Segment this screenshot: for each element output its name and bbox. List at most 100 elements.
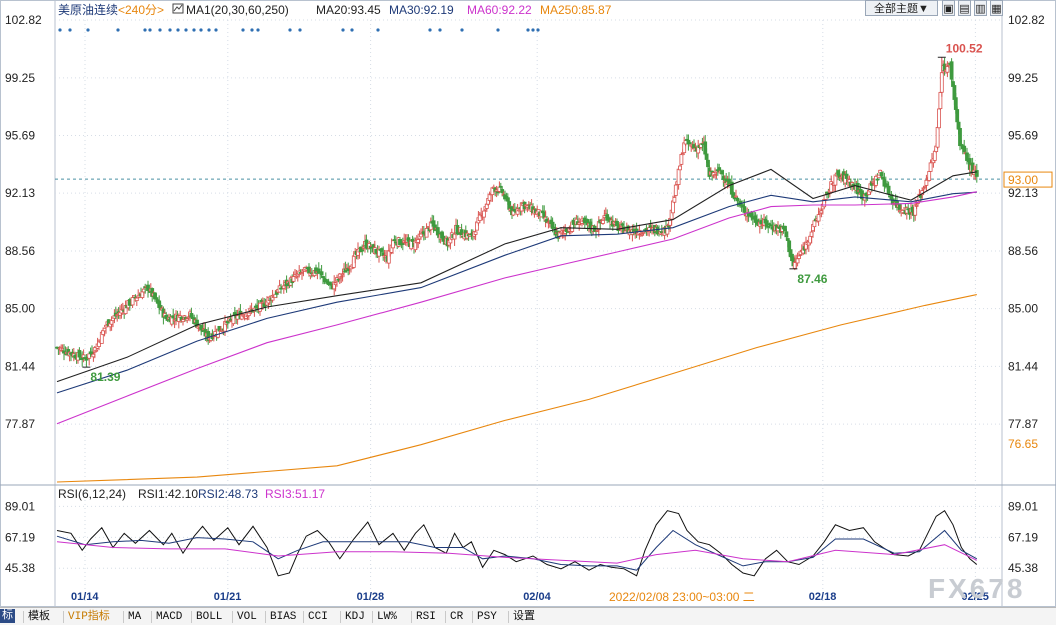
candle-body <box>601 219 605 224</box>
rsi-tick-left: 89.01 <box>5 499 35 513</box>
signal-dot <box>350 28 354 32</box>
candle-body <box>955 109 960 123</box>
candle-body <box>94 349 99 352</box>
window-button-4[interactable]: ▦ <box>990 0 1003 16</box>
signal-dot <box>143 28 147 32</box>
watermark: FX678 <box>928 573 1026 604</box>
price-tick-right: 99.25 <box>1008 71 1038 85</box>
x-tick-label: 02/25 <box>961 591 989 603</box>
candle-body <box>886 185 891 195</box>
candle-body <box>735 197 740 202</box>
signal-dot <box>168 28 172 32</box>
candle-body <box>678 165 682 171</box>
candle-body <box>672 197 677 203</box>
candle-body <box>482 210 486 218</box>
price-tick-left: 92.13 <box>5 186 35 200</box>
window-button-2[interactable]: ▤ <box>958 0 971 16</box>
price-chart[interactable]: 102.82 102.82 99.25 99.25 95.69 95.69 92.13 92.… <box>0 0 1056 607</box>
indicator-tab[interactable]: PSY <box>477 611 497 623</box>
ma-line-ma30 <box>56 191 977 394</box>
candle-body <box>921 187 926 190</box>
signal-dot <box>428 28 432 32</box>
rsi-line-rsi3 <box>56 541 978 564</box>
indicator-tab[interactable]: RSI <box>416 611 436 623</box>
candle-body <box>182 315 187 318</box>
indicator-tab[interactable]: BOLL <box>196 611 223 623</box>
candle-body <box>706 159 710 168</box>
x-tick-label: 01/14 <box>71 591 99 603</box>
signal-dot <box>288 28 292 32</box>
rsi-legend-item-0: RSI(6,12,24) <box>58 487 126 501</box>
candle-body <box>424 228 429 238</box>
signal-dot <box>531 28 535 32</box>
signal-dot <box>214 28 218 32</box>
indicator-tab-bar: 标 模板 VIP指标 MA MACD BOLL VOL BIAS CCI KDJ LW% RSI CR P… <box>0 607 1056 625</box>
window-button-3[interactable]: ▥ <box>974 0 987 16</box>
tab-separator <box>191 611 192 623</box>
rsi-tick-right: 89.01 <box>1008 499 1038 513</box>
signal-dot <box>460 28 464 32</box>
candle-body <box>742 206 747 213</box>
signal-dot <box>58 28 62 32</box>
candle-body <box>130 297 135 306</box>
rsi-tick-right: 67.19 <box>1008 530 1038 544</box>
tab-separator <box>411 611 412 623</box>
indicator-tab[interactable]: BIAS <box>270 611 297 623</box>
rsi-line-rsi2 <box>56 529 978 571</box>
tab-separator <box>445 611 446 623</box>
indicator-tab[interactable]: 模板 <box>28 611 50 623</box>
last-price-box <box>1003 171 1053 188</box>
indicator-tab[interactable]: 标 <box>0 609 15 623</box>
price-tick-left: 88.56 <box>5 244 35 258</box>
candle-body <box>812 220 817 228</box>
legend-item-1: <240分> <box>118 3 164 17</box>
price-tick-right: 88.56 <box>1008 244 1038 258</box>
ma-settings-icon <box>172 3 184 14</box>
ma-line-ma20 <box>56 168 977 383</box>
price-tick-right: 85.00 <box>1008 302 1038 316</box>
signal-dot <box>68 28 72 32</box>
candle-body <box>206 331 211 341</box>
indicator-tab[interactable]: LW% <box>377 611 397 623</box>
legend-item-3: MA20:93.45 <box>316 3 381 17</box>
candle-body <box>680 153 685 156</box>
window-button-1[interactable]: ▣ <box>942 0 955 16</box>
low-marker-label: 81.39 <box>90 370 120 384</box>
candle-body <box>875 178 880 181</box>
candle-body <box>146 284 150 291</box>
high-marker-label: 100.52 <box>946 41 983 55</box>
rsi-legend-item-2: RSI2:48.73 <box>198 487 258 501</box>
candle-body <box>500 189 505 194</box>
legend-item-2: MA1(20,30,60,250) <box>186 3 289 17</box>
candle-body <box>974 170 979 177</box>
indicator-tab[interactable]: VOL <box>237 611 257 623</box>
candle-body <box>473 231 478 235</box>
rsi-line-rsi1 <box>56 509 978 577</box>
price-tick-right: 81.44 <box>1008 359 1038 373</box>
indicator-tab[interactable]: CCI <box>308 611 328 623</box>
legend-item-4: MA30:92.19 <box>389 3 454 17</box>
signal-dot <box>207 28 211 32</box>
indicator-tab[interactable]: MA <box>128 611 142 623</box>
signal-dot <box>176 28 180 32</box>
candle-body <box>640 233 645 236</box>
legend-item-6: MA250:85.87 <box>540 3 612 17</box>
tab-separator <box>372 611 373 623</box>
candle-body <box>913 204 918 216</box>
candle-body <box>816 214 821 222</box>
rsi-tick-left: 45.38 <box>5 561 35 575</box>
indicator-tab[interactable]: MACD <box>156 611 183 623</box>
ma-line-ma250 <box>56 294 977 483</box>
tab-separator <box>232 611 233 623</box>
price-tick-left: 95.69 <box>5 129 35 143</box>
candle-body <box>319 271 324 276</box>
candle-body <box>949 61 954 80</box>
theme-selector[interactable]: 全部主题▼ <box>865 0 938 16</box>
ma250-price-label: 76.65 <box>1008 437 1038 451</box>
tab-separator <box>23 611 24 623</box>
indicator-tab[interactable]: KDJ <box>345 611 365 623</box>
indicator-tab[interactable]: 设置 <box>513 611 535 623</box>
tab-separator <box>265 611 266 623</box>
indicator-tab[interactable]: CR <box>450 611 464 623</box>
indicator-tab[interactable]: VIP指标 <box>68 611 110 623</box>
